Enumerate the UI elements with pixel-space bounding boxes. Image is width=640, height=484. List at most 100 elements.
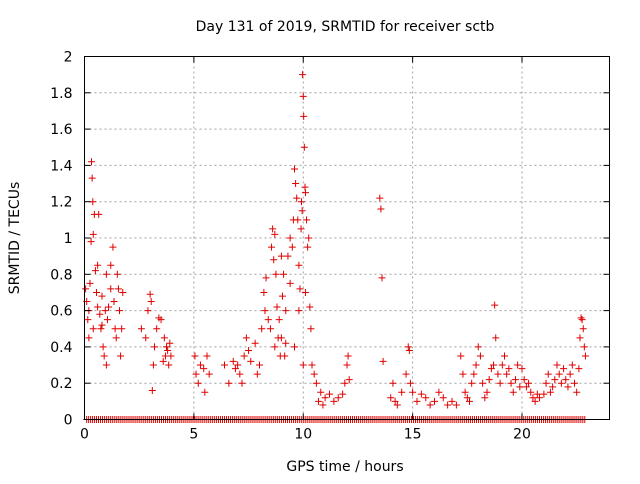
data-point xyxy=(109,243,117,251)
data-point xyxy=(511,376,519,384)
data-point xyxy=(566,370,574,378)
data-point xyxy=(266,325,274,333)
data-point xyxy=(118,325,126,333)
data-point xyxy=(378,274,386,282)
data-point xyxy=(192,370,200,378)
data-point xyxy=(300,112,308,120)
data-point xyxy=(398,388,406,396)
data-point xyxy=(119,288,127,296)
chart-title: Day 131 of 2019, SRMTID for receiver sct… xyxy=(196,19,495,35)
data-point xyxy=(492,334,500,342)
data-point xyxy=(546,388,554,396)
data-point xyxy=(203,352,211,360)
data-point xyxy=(88,174,96,182)
data-point xyxy=(343,361,351,369)
data-point xyxy=(102,270,110,278)
data-point xyxy=(470,370,478,378)
data-point xyxy=(221,361,228,369)
data-point xyxy=(264,316,272,324)
data-point xyxy=(245,347,253,355)
data-point xyxy=(319,401,327,409)
data-point xyxy=(294,216,302,224)
data-point xyxy=(391,397,399,405)
data-point xyxy=(113,270,121,278)
data-point xyxy=(272,270,280,278)
data-point xyxy=(448,397,456,405)
data-point xyxy=(295,307,303,315)
data-points xyxy=(82,71,589,423)
y-tick-label: 1.8 xyxy=(50,86,72,102)
data-point xyxy=(557,379,565,387)
data-point xyxy=(137,325,145,333)
data-point xyxy=(549,383,557,391)
data-point xyxy=(100,352,108,360)
y-tick-label: 0.8 xyxy=(50,267,72,283)
data-point xyxy=(146,290,154,298)
x-tick-label: 10 xyxy=(294,427,312,443)
data-point xyxy=(529,394,537,402)
data-point xyxy=(531,397,539,405)
data-point xyxy=(281,352,289,360)
data-point xyxy=(304,243,312,251)
data-point xyxy=(164,347,172,355)
data-point xyxy=(166,339,174,347)
data-point xyxy=(205,370,213,378)
data-point xyxy=(167,352,175,360)
data-point xyxy=(99,343,107,351)
data-point xyxy=(485,376,493,384)
data-point xyxy=(461,388,469,396)
data-point xyxy=(339,390,347,398)
x-axis-label: GPS time / hours xyxy=(286,459,403,475)
data-point xyxy=(247,357,255,365)
data-point xyxy=(107,285,115,293)
data-point xyxy=(444,401,452,409)
data-point xyxy=(147,298,155,306)
data-point xyxy=(240,352,248,360)
data-point xyxy=(84,316,92,324)
y-tick-label: 1.6 xyxy=(50,122,72,138)
data-point xyxy=(291,343,298,351)
data-point xyxy=(536,394,543,402)
data-point xyxy=(578,316,586,324)
y-tick-label: 1 xyxy=(64,231,73,247)
data-point xyxy=(251,339,259,347)
y-axis-label: SRMTID / TECUs xyxy=(7,182,23,295)
data-point xyxy=(571,379,578,387)
data-point xyxy=(551,376,559,384)
data-point xyxy=(560,365,568,373)
axis-ticks xyxy=(84,56,610,420)
data-point xyxy=(491,301,499,309)
data-point xyxy=(306,303,314,311)
data-point xyxy=(527,388,535,396)
data-point xyxy=(91,267,99,275)
data-point xyxy=(153,325,161,333)
data-point xyxy=(439,394,447,402)
data-point xyxy=(102,361,110,369)
data-point xyxy=(200,365,208,373)
data-point xyxy=(406,379,414,387)
data-point xyxy=(494,370,502,378)
data-point xyxy=(97,325,105,333)
data-point xyxy=(452,401,460,409)
data-point xyxy=(379,357,387,365)
data-point xyxy=(422,394,430,402)
data-point xyxy=(86,279,94,287)
data-point xyxy=(260,288,268,296)
data-point xyxy=(518,365,526,373)
data-point xyxy=(564,383,572,391)
data-point xyxy=(298,207,306,215)
data-point xyxy=(236,370,244,378)
data-point xyxy=(487,365,495,373)
data-point xyxy=(334,394,342,402)
data-point xyxy=(298,198,305,206)
data-point xyxy=(301,189,309,197)
data-point xyxy=(308,361,316,369)
data-point xyxy=(277,334,285,342)
data-point xyxy=(498,361,506,369)
data-point xyxy=(96,310,104,318)
data-point xyxy=(292,180,300,188)
data-point xyxy=(286,279,294,287)
data-point xyxy=(525,379,533,387)
data-point xyxy=(479,379,487,387)
data-point xyxy=(89,230,97,238)
